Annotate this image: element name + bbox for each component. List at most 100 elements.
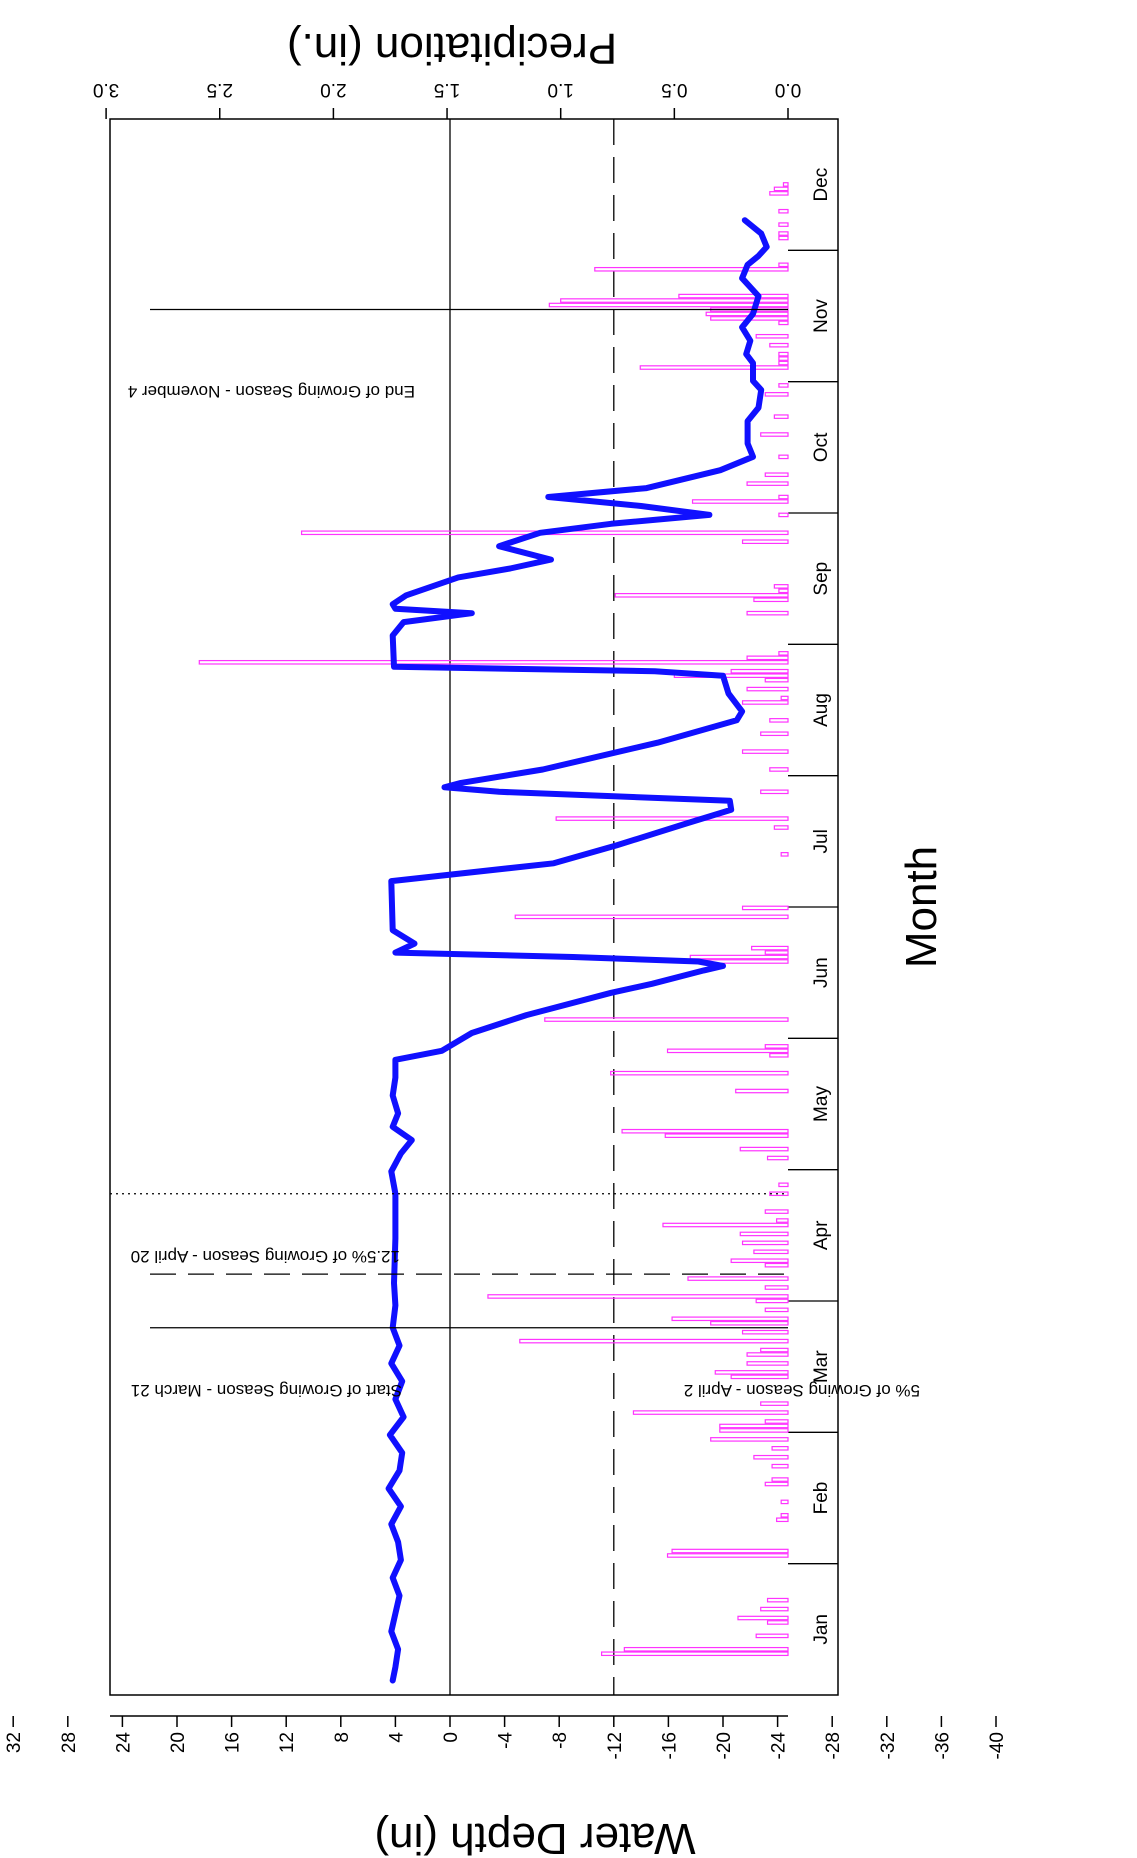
- precip-bar: [705, 311, 789, 317]
- precip-bar: [741, 1240, 789, 1246]
- precip-bar: [739, 1231, 789, 1237]
- precip-bar: [769, 342, 789, 348]
- month-axis: Jan Feb Mar Apr May Jun Jul Aug Sep Oct Nov Dec: [811, 168, 832, 1645]
- precip-bar: [773, 414, 789, 419]
- precip-bar: [764, 1307, 789, 1313]
- y2-tick-label: 0.5: [661, 79, 687, 100]
- precip-bar: [730, 1258, 789, 1264]
- precip-bar: [778, 512, 789, 518]
- season-marker-label: Start of Growing Season - March 21: [131, 1381, 402, 1400]
- precip-bar: [621, 1128, 789, 1134]
- precip-bar: [746, 610, 789, 616]
- precip-bar: [764, 950, 789, 955]
- month-label: Oct: [811, 432, 832, 462]
- precip-bar: [751, 945, 789, 951]
- precip-bar: [764, 392, 789, 397]
- month-label: May: [811, 1086, 832, 1122]
- precip-bar: [780, 695, 789, 701]
- precip-bar: [778, 351, 789, 357]
- precip-bar: [714, 1370, 789, 1375]
- season-marker-label: 5% of Growing Season - April 2: [684, 1381, 920, 1400]
- precip-bar: [773, 584, 789, 589]
- precip-bar: [678, 293, 789, 299]
- month-label: Jul: [811, 829, 832, 853]
- precip-bar: [666, 1553, 789, 1558]
- precip-bar: [666, 1048, 789, 1054]
- precip-bar: [198, 659, 789, 665]
- precip-bar: [664, 1133, 789, 1138]
- y-tick-label: -12: [605, 1732, 626, 1759]
- y2-tick-label: 2.0: [320, 79, 346, 100]
- precip-bar: [776, 1517, 789, 1523]
- precip-bar: [778, 454, 789, 460]
- precip-bar: [746, 481, 789, 486]
- month-label: Sep: [811, 562, 832, 596]
- precip-bar: [671, 1316, 789, 1322]
- y-tick-label: 24: [113, 1732, 134, 1754]
- precip-bar: [776, 1218, 789, 1223]
- precip-bar: [746, 655, 789, 661]
- precip-bar: [691, 499, 789, 504]
- precip-bar: [778, 494, 789, 500]
- y-tick-label: 16: [223, 1732, 244, 1753]
- precip-bar: [741, 905, 789, 911]
- y-tick-label: 32: [4, 1732, 25, 1753]
- precip-bar: [746, 1361, 789, 1366]
- precip-bar: [760, 432, 789, 437]
- y-tick-label: -36: [932, 1732, 953, 1759]
- precip-bar: [753, 597, 789, 603]
- precip-bar: [760, 1606, 789, 1612]
- precip-bar: [746, 1352, 789, 1357]
- plot-area: Start of Growing Season - March 21 5% of …: [109, 118, 920, 1696]
- precip-bar: [769, 1052, 789, 1058]
- precip-bar: [771, 1463, 789, 1469]
- precip-bar: [689, 954, 789, 960]
- precip-bar: [632, 1410, 789, 1415]
- precip-bar: [687, 1276, 789, 1281]
- precip-bar: [514, 914, 789, 920]
- water-depth-line: [385, 217, 770, 1684]
- precip-bar: [769, 718, 789, 723]
- precip-bar: [741, 700, 789, 705]
- precip-bar: [764, 1209, 789, 1214]
- precip-bar: [764, 1262, 789, 1268]
- precip-bar: [778, 588, 789, 594]
- precip-bar: [764, 472, 789, 478]
- precip-bar: [780, 852, 789, 857]
- precip-bar: [760, 1347, 789, 1353]
- y2-tick-label: 1.0: [547, 79, 573, 100]
- precip-bar: [735, 1088, 789, 1094]
- y-tick-label: -24: [769, 1732, 790, 1760]
- precip-bar: [778, 651, 789, 656]
- precip-bar: [764, 1044, 789, 1049]
- precip-bar: [746, 686, 789, 692]
- precip-bar: [755, 1298, 789, 1304]
- precip-bar: [769, 1191, 789, 1197]
- precip-bar: [673, 673, 789, 678]
- water-depth-axis: 4036322824201612840-4-8-12-16-20-24-28-3…: [4, 1715, 1008, 1760]
- y-axis-title: Water Depth (in): [374, 1814, 695, 1858]
- growing-season-annotations: Start of Growing Season - March 21 5% of …: [110, 308, 920, 1400]
- precip-bar: [778, 222, 789, 227]
- month-label: Aug: [811, 693, 832, 727]
- precip-bar: [769, 191, 789, 196]
- month-label: Dec: [811, 168, 832, 202]
- y2-tick-label: 1.5: [434, 79, 460, 100]
- precip-bar: [782, 182, 789, 187]
- y-tick-label: -4: [496, 1732, 517, 1749]
- y-tick-label: 20: [168, 1732, 189, 1753]
- month-label: Nov: [811, 299, 832, 333]
- precip-bar: [778, 235, 789, 241]
- y-tick-label: 12: [277, 1732, 298, 1753]
- precip-bar: [760, 731, 789, 737]
- precip-bar: [560, 298, 789, 303]
- month-label: Apr: [811, 1220, 832, 1250]
- precip-bar: [780, 1499, 789, 1505]
- precip-bar: [773, 186, 789, 192]
- season-marker-label: 12.5% of Growing Season - April 20: [131, 1247, 400, 1266]
- precip-bar: [755, 1633, 789, 1639]
- y-tick-label: 28: [59, 1732, 80, 1753]
- y-tick-label: -16: [659, 1732, 680, 1759]
- precip-bar: [519, 1338, 789, 1344]
